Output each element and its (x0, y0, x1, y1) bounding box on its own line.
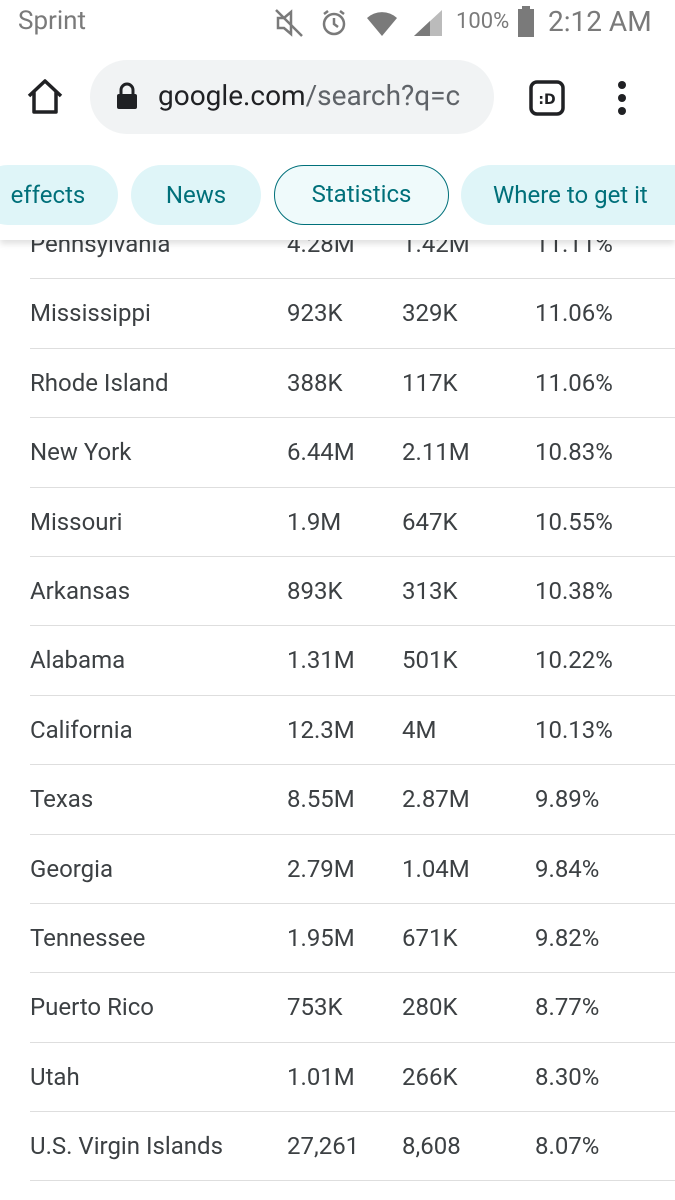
battery-percent: 100% (456, 9, 510, 34)
cell-value: 117K (402, 368, 458, 397)
state-name: Rhode Island (30, 368, 169, 397)
table-row: Mississippi 923K 329K 11.06% (30, 279, 675, 349)
cell-value: 8,608 (402, 1132, 461, 1161)
cell-value: 647K (402, 507, 458, 536)
cell-value: 266K (402, 1062, 458, 1091)
cell-value: 12.3M (287, 715, 355, 744)
state-name: Tennessee (30, 923, 146, 952)
cell-percent: 10.13% (535, 715, 613, 744)
state-name: U.S. Virgin Islands (30, 1132, 223, 1161)
cell-value: 1.31M (287, 646, 355, 675)
address-bar[interactable]: google.com/search?q=c (90, 60, 494, 134)
cell-value: 4M (402, 715, 437, 744)
table-row: Rhode Island 388K 117K 11.06% (30, 349, 675, 419)
state-name: Georgia (30, 854, 114, 883)
battery-icon (518, 6, 534, 37)
url-path: /search?q=c (305, 79, 461, 112)
statistics-table: Pennsylvania 4.28M 1.42M 11.11% Mississippi 9… (30, 210, 675, 1182)
chip[interactable]: effects (0, 165, 118, 225)
cell-percent: 9.89% (535, 785, 600, 814)
table-row: Tennessee 1.95M 671K 9.82% (30, 904, 675, 974)
svg-text::D: :D (538, 92, 555, 108)
cell-value: 2.11M (402, 438, 470, 467)
state-name: Alabama (30, 646, 126, 675)
table-row: New York 6.44M 2.11M 10.83% (30, 418, 675, 488)
clock: 2:12 AM (548, 5, 652, 38)
cell-percent: 9.84% (535, 854, 600, 883)
home-button[interactable] (26, 78, 64, 116)
state-name: Texas (30, 785, 94, 814)
state-name: Missouri (30, 507, 123, 536)
cell-percent: 8.07% (535, 1132, 600, 1161)
state-name: Puerto Rico (30, 993, 154, 1022)
cell-value: 280K (402, 993, 458, 1022)
cell-percent: 10.22% (535, 646, 613, 675)
carrier: Sprint (18, 6, 87, 36)
cell-percent: 8.77% (535, 993, 600, 1022)
state-name: California (30, 715, 133, 744)
status-bar: Sprint 100% 2:12 AM (0, 0, 675, 46)
cell-value: 1.04M (402, 854, 470, 883)
url-domain: google.com (158, 79, 306, 112)
status-icons (275, 9, 442, 37)
table-row: Alabama 1.31M 501K 10.22% (30, 626, 675, 696)
cell-value: 1.01M (287, 1062, 355, 1091)
table-row: Puerto Rico 753K 280K 8.77% (30, 973, 675, 1043)
state-name: New York (30, 438, 132, 467)
cell-value: 313K (402, 576, 458, 605)
table-row: Georgia 2.79M 1.04M 9.84% (30, 835, 675, 904)
table-row: Arkansas 893K 313K 10.38% (30, 557, 675, 627)
state-name: Utah (30, 1062, 80, 1091)
cell-value: 671K (402, 923, 458, 952)
cell-percent: 10.55% (535, 507, 613, 536)
cell-percent: 8.30% (535, 1062, 600, 1091)
cell-value: 27,261 (287, 1132, 360, 1161)
table-row: California 12.3M 4M 10.13% (30, 696, 675, 766)
table-row: U.S. Virgin Islands 27,261 8,608 8.07% (30, 1112, 675, 1182)
cell-percent: 11.06% (535, 368, 613, 397)
state-name: Mississippi (30, 299, 151, 328)
cell-percent: 10.38% (535, 576, 613, 605)
cell-value: 2.79M (287, 854, 355, 883)
filter-chips: effects News Statistics Where to get it (0, 150, 675, 240)
cell-value: 1.95M (287, 923, 355, 952)
table-row: Texas 8.55M 2.87M 9.89% (30, 765, 675, 835)
menu-button[interactable] (612, 80, 632, 120)
cell-value: 8.55M (287, 785, 355, 814)
cell-percent: 10.83% (535, 438, 613, 467)
cell-value: 2.87M (402, 785, 470, 814)
state-name: Arkansas (30, 576, 131, 605)
table-row: Missouri 1.9M 647K 10.55% (30, 488, 675, 557)
cell-value: 1.9M (287, 507, 342, 536)
cell-percent: 11.06% (535, 299, 613, 328)
table-row: Utah 1.01M 266K 8.30% (30, 1043, 675, 1113)
chip[interactable]: News (131, 165, 261, 225)
lock-icon (117, 82, 137, 109)
cell-percent: 9.82% (535, 923, 600, 952)
url: google.com/search?q=c (158, 79, 460, 112)
cell-value: 501K (402, 646, 458, 675)
chip[interactable]: Where to get it (461, 165, 675, 225)
chip-selected[interactable]: Statistics (274, 165, 449, 225)
cell-value: 329K (402, 299, 458, 328)
browser-toolbar: google.com/search?q=c :D (0, 46, 675, 150)
cell-value: 6.44M (287, 438, 355, 467)
cell-value: 753K (287, 993, 343, 1022)
tab-switcher[interactable]: :D (529, 80, 565, 116)
cell-value: 893K (287, 576, 343, 605)
cell-value: 923K (287, 299, 343, 328)
cell-value: 388K (287, 368, 343, 397)
